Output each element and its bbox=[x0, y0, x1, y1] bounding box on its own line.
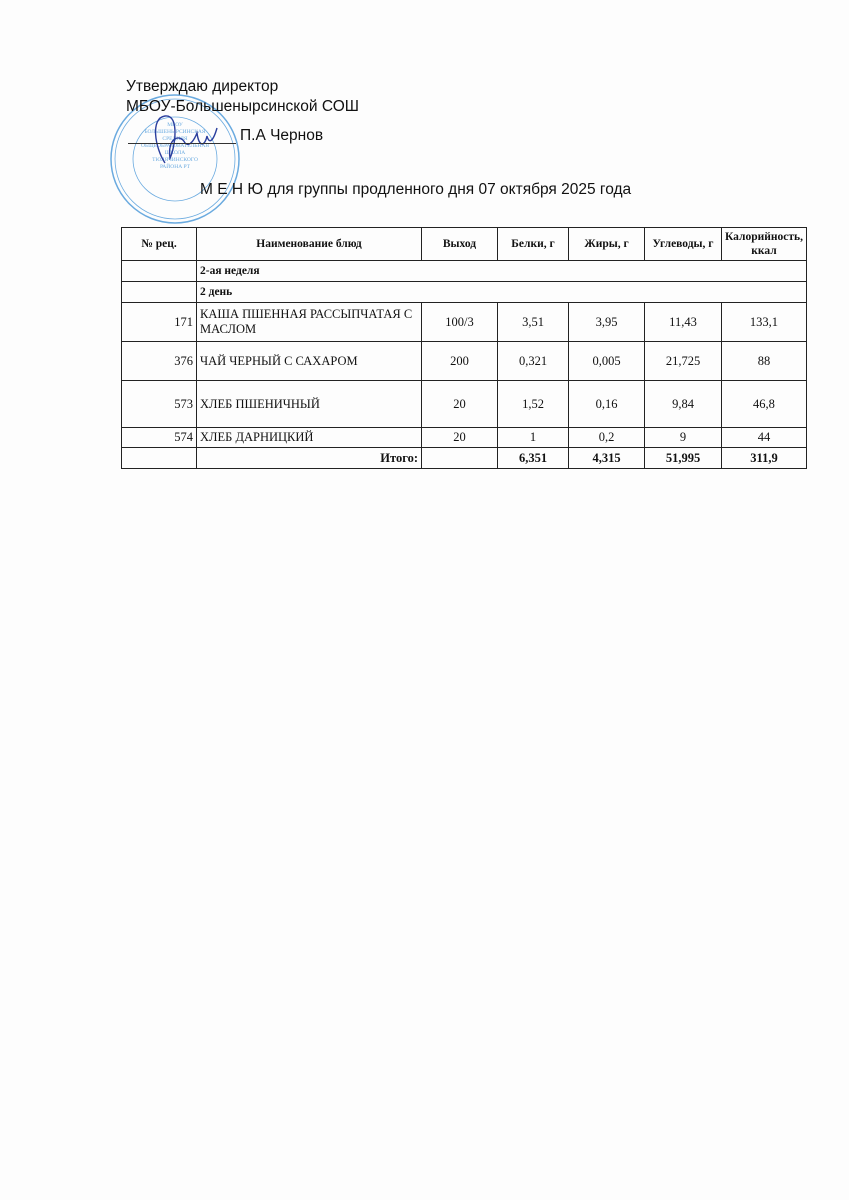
total-label: Итого: bbox=[196, 447, 422, 469]
total-protein: 6,351 bbox=[497, 447, 569, 469]
fat-cell: 3,95 bbox=[568, 302, 645, 342]
dish-name: КАША ПШЕННАЯ РАССЫПЧАТАЯ С МАСЛОМ bbox=[196, 302, 422, 342]
fat-cell: 0,16 bbox=[568, 380, 645, 428]
menu-table: № рец. Наименование блюд Выход Белки, г … bbox=[121, 227, 807, 469]
stamp-text: РАЙОНА РТ bbox=[160, 162, 191, 170]
col-header: Выход bbox=[421, 227, 498, 261]
protein-cell: 1,52 bbox=[497, 380, 569, 428]
section-label: 2-ая неделя bbox=[196, 260, 807, 282]
recipe-number: 171 bbox=[121, 302, 197, 342]
protein-cell: 1 bbox=[497, 427, 569, 448]
table-row: 573 ХЛЕБ ПШЕНИЧНЫЙ 20 1,52 0,16 9,84 46,8 bbox=[121, 380, 807, 428]
kcal-cell: 88 bbox=[721, 341, 807, 381]
fat-cell: 0,2 bbox=[568, 427, 645, 448]
total-fat: 4,315 bbox=[568, 447, 645, 469]
section-label: 2 день bbox=[196, 281, 807, 303]
director-name: П.А Чернов bbox=[240, 127, 324, 144]
table-row: 171 КАША ПШЕННАЯ РАССЫПЧАТАЯ С МАСЛОМ 100/… bbox=[121, 302, 807, 342]
carbs-cell: 9,84 bbox=[644, 380, 722, 428]
stamp-text: ШКОЛА bbox=[165, 150, 186, 156]
col-header: Белки, г bbox=[497, 227, 569, 261]
protein-cell: 0,321 bbox=[497, 341, 569, 381]
output-cell: 20 bbox=[421, 427, 498, 448]
fat-cell: 0,005 bbox=[568, 341, 645, 381]
school-name: МБОУ-Большенырсинской СОШ bbox=[126, 98, 359, 115]
output-cell: 200 bbox=[421, 341, 498, 381]
carbs-cell: 21,725 bbox=[644, 341, 722, 381]
col-header: Углеводы, г bbox=[644, 227, 722, 261]
col-header: Жиры, г bbox=[568, 227, 645, 261]
approval-line: Утверждаю директор bbox=[126, 78, 279, 95]
table-row: 574 ХЛЕБ ДАРНИЦКИЙ 20 1 0,2 9 44 bbox=[121, 427, 807, 448]
table-header-row: № рец. Наименование блюд Выход Белки, г … bbox=[121, 227, 807, 261]
signature bbox=[154, 115, 218, 164]
dish-name: ЧАЙ ЧЕРНЫЙ С САХАРОМ bbox=[196, 341, 422, 381]
protein-cell: 3,51 bbox=[497, 302, 569, 342]
kcal-cell: 44 bbox=[721, 427, 807, 448]
col-header: № рец. bbox=[121, 227, 197, 261]
output-cell: 20 bbox=[421, 380, 498, 428]
total-carbs: 51,995 bbox=[644, 447, 722, 469]
table-row: 376 ЧАЙ ЧЕРНЫЙ С САХАРОМ 200 0,321 0,005 21,7… bbox=[121, 341, 807, 381]
stamp-text: ТЮЛЯЧИНСКОГО bbox=[152, 157, 198, 163]
section-row: 2 день bbox=[121, 281, 807, 303]
section-row: 2-ая неделя bbox=[121, 260, 807, 282]
recipe-number: 376 bbox=[121, 341, 197, 381]
dish-name: ХЛЕБ ПШЕНИЧНЫЙ bbox=[196, 380, 422, 428]
recipe-number: 573 bbox=[121, 380, 197, 428]
col-header: Наименование блюд bbox=[196, 227, 422, 261]
stamp-text: ОБЩЕОБРАЗОВАТЕЛЬНАЯ bbox=[141, 143, 209, 149]
dish-name: ХЛЕБ ДАРНИЦКИЙ bbox=[196, 427, 422, 448]
menu-title: М Е Н Ю для группы продленного дня 07 ок… bbox=[200, 181, 632, 198]
carbs-cell: 9 bbox=[644, 427, 722, 448]
kcal-cell: 46,8 bbox=[721, 380, 807, 428]
total-kcal: 311,9 bbox=[721, 447, 807, 469]
kcal-cell: 133,1 bbox=[721, 302, 807, 342]
output-cell: 100/3 bbox=[421, 302, 498, 342]
carbs-cell: 11,43 bbox=[644, 302, 722, 342]
total-row: Итого: 6,351 4,315 51,995 311,9 bbox=[121, 447, 807, 469]
recipe-number: 574 bbox=[121, 427, 197, 448]
col-header: Калорийность, ккал bbox=[721, 227, 807, 261]
signature-line bbox=[128, 143, 236, 144]
